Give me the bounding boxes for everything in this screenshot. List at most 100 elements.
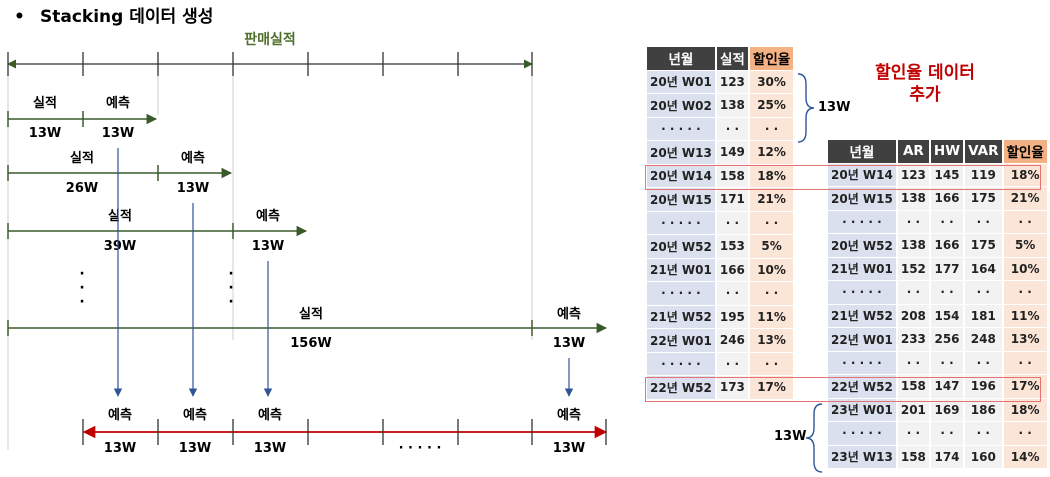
value-cell: 196 [965, 375, 1002, 398]
value-cell: · · [897, 210, 929, 233]
value-cell: 186 [965, 398, 1002, 421]
value-cell: · · [897, 281, 929, 304]
table1-col-header: 할인율 [749, 47, 794, 70]
svg-text:·: · [228, 294, 233, 310]
discount-cell: · · [1003, 422, 1047, 445]
value-cell: · · [897, 422, 929, 445]
discount-cell: 5% [1003, 234, 1047, 257]
row3-forecast-label: 예측 [256, 208, 280, 224]
table-row: · · · · · · · · · · · · · [828, 351, 1047, 374]
value-cell: · · [930, 210, 964, 233]
row3-actual-label: 실적 [108, 208, 132, 224]
stacking-table-body: 20년 W14 123 145 119 18% 20년 W15 138 166 175 21% · … [828, 163, 1047, 468]
title-text: Stacking 데이터 생성 [40, 7, 214, 27]
slide-title: • Stacking 데이터 생성 [14, 2, 213, 27]
week-cell: 23년 W01 [828, 398, 896, 421]
discount-cell: 21% [749, 188, 794, 211]
discount-cell: 25% [749, 94, 794, 117]
bottom-label-1: 예측 [108, 407, 132, 423]
row3-actual-length: 39W [104, 239, 136, 254]
table-row: 20년 W02 138 25% [647, 94, 794, 117]
week-cell: · · · · · [828, 210, 896, 233]
value-cell: · · [965, 210, 1002, 233]
discount-cell: 14% [1003, 445, 1047, 468]
table2-col-header: HW [930, 140, 964, 163]
week-cell: · · · · · [828, 422, 896, 445]
value-cell: 158 [716, 164, 748, 187]
value-cell: 154 [930, 304, 964, 327]
sales-table: 년월 실적 할인율 20년 W01 123 30% 20년 W02 138 25% · · · … [645, 46, 795, 400]
row2-actual-label: 실적 [70, 150, 94, 166]
value-cell: 153 [716, 235, 748, 258]
discount-cell: 18% [749, 164, 794, 187]
discount-cell: 5% [749, 235, 794, 258]
value-cell: · · [930, 351, 964, 374]
stacking-table-header: 년월 AR HW VAR 할인율 [828, 140, 1047, 163]
week-cell: 20년 W15 [647, 188, 715, 211]
timeline-diagram: 판매실적 실적 예측 13W 13W 실적 예측 26W 13W 실적 예측 3… [7, 31, 608, 456]
table-row: 20년 W01 123 30% [647, 70, 794, 93]
table2-col-header: 할인율 [1003, 140, 1047, 163]
row1-actual-label: 실적 [33, 95, 57, 111]
table-row: 23년 W01 201 169 186 18% [828, 398, 1047, 421]
value-cell: 177 [930, 257, 964, 280]
timeline-header: 판매실적 [244, 31, 296, 48]
week-cell: 20년 W15 [828, 187, 896, 210]
discount-cell: 21% [1003, 187, 1047, 210]
bottom-label-4: 예측 [557, 407, 581, 423]
value-cell: 201 [897, 398, 929, 421]
discount-cell: · · [749, 117, 794, 140]
title-bullet: • [14, 7, 25, 27]
week-cell: 21년 W01 [647, 258, 715, 281]
table-row: 20년 W14 158 18% [647, 164, 794, 187]
timeline-row-2: 실적 예측 26W 13W [7, 150, 233, 196]
table-row: 20년 W13 149 12% [647, 141, 794, 164]
highlight-row-w14 [645, 165, 1041, 190]
row1-forecast-length: 13W [102, 126, 134, 141]
table1-brace [797, 73, 815, 143]
table2-col-header: 년월 [828, 140, 896, 163]
svg-text:·: · [79, 266, 84, 282]
value-cell: · · [716, 211, 748, 234]
value-cell: 246 [716, 329, 748, 352]
guide-lines [7, 76, 533, 450]
discount-cell: 30% [749, 70, 794, 93]
table-row: 21년 W52 208 154 181 11% [828, 304, 1047, 327]
value-cell: 208 [897, 304, 929, 327]
svg-text:·: · [79, 280, 84, 296]
table-row: 21년 W01 166 10% [647, 258, 794, 281]
value-cell: 175 [965, 234, 1002, 257]
value-cell: 145 [930, 163, 964, 186]
discount-cell: · · [1003, 351, 1047, 374]
bottom-gap-ellipsis: · · · · · [399, 441, 442, 456]
discount-cell: 18% [1003, 163, 1047, 186]
value-cell: 119 [965, 163, 1002, 186]
timeline-row-3: 실적 예측 39W 13W [7, 208, 308, 254]
row2-actual-length: 26W [66, 181, 98, 196]
value-cell: 123 [897, 163, 929, 186]
value-cell: 149 [716, 141, 748, 164]
value-cell: 166 [930, 234, 964, 257]
value-cell: 138 [897, 187, 929, 210]
value-cell: 195 [716, 305, 748, 328]
down-arrows [113, 148, 574, 397]
discount-cell: 17% [749, 376, 794, 399]
week-cell: 20년 W14 [647, 164, 715, 187]
timeline-row-1: 실적 예측 13W 13W [7, 95, 158, 141]
table-row: · · · · · · · · · · · · · [828, 210, 1047, 233]
row1-forecast-label: 예측 [106, 95, 130, 111]
week-cell: 22년 W01 [828, 328, 896, 351]
row2-forecast-length: 13W [177, 181, 209, 196]
table-row: · · · · · · · · · · · · · [828, 281, 1047, 304]
bottom-length-2: 13W [179, 441, 211, 456]
value-cell: 169 [930, 398, 964, 421]
discount-cell: · · [1003, 281, 1047, 304]
value-cell: 158 [897, 375, 929, 398]
table-row: 22년 W52 158 147 196 17% [828, 375, 1047, 398]
table-row: 20년 W52 153 5% [647, 235, 794, 258]
svg-text:·: · [79, 294, 84, 310]
value-cell: 173 [716, 376, 748, 399]
week-cell: · · · · · [647, 282, 715, 305]
bottom-label-3: 예측 [258, 407, 282, 423]
value-cell: 158 [897, 445, 929, 468]
